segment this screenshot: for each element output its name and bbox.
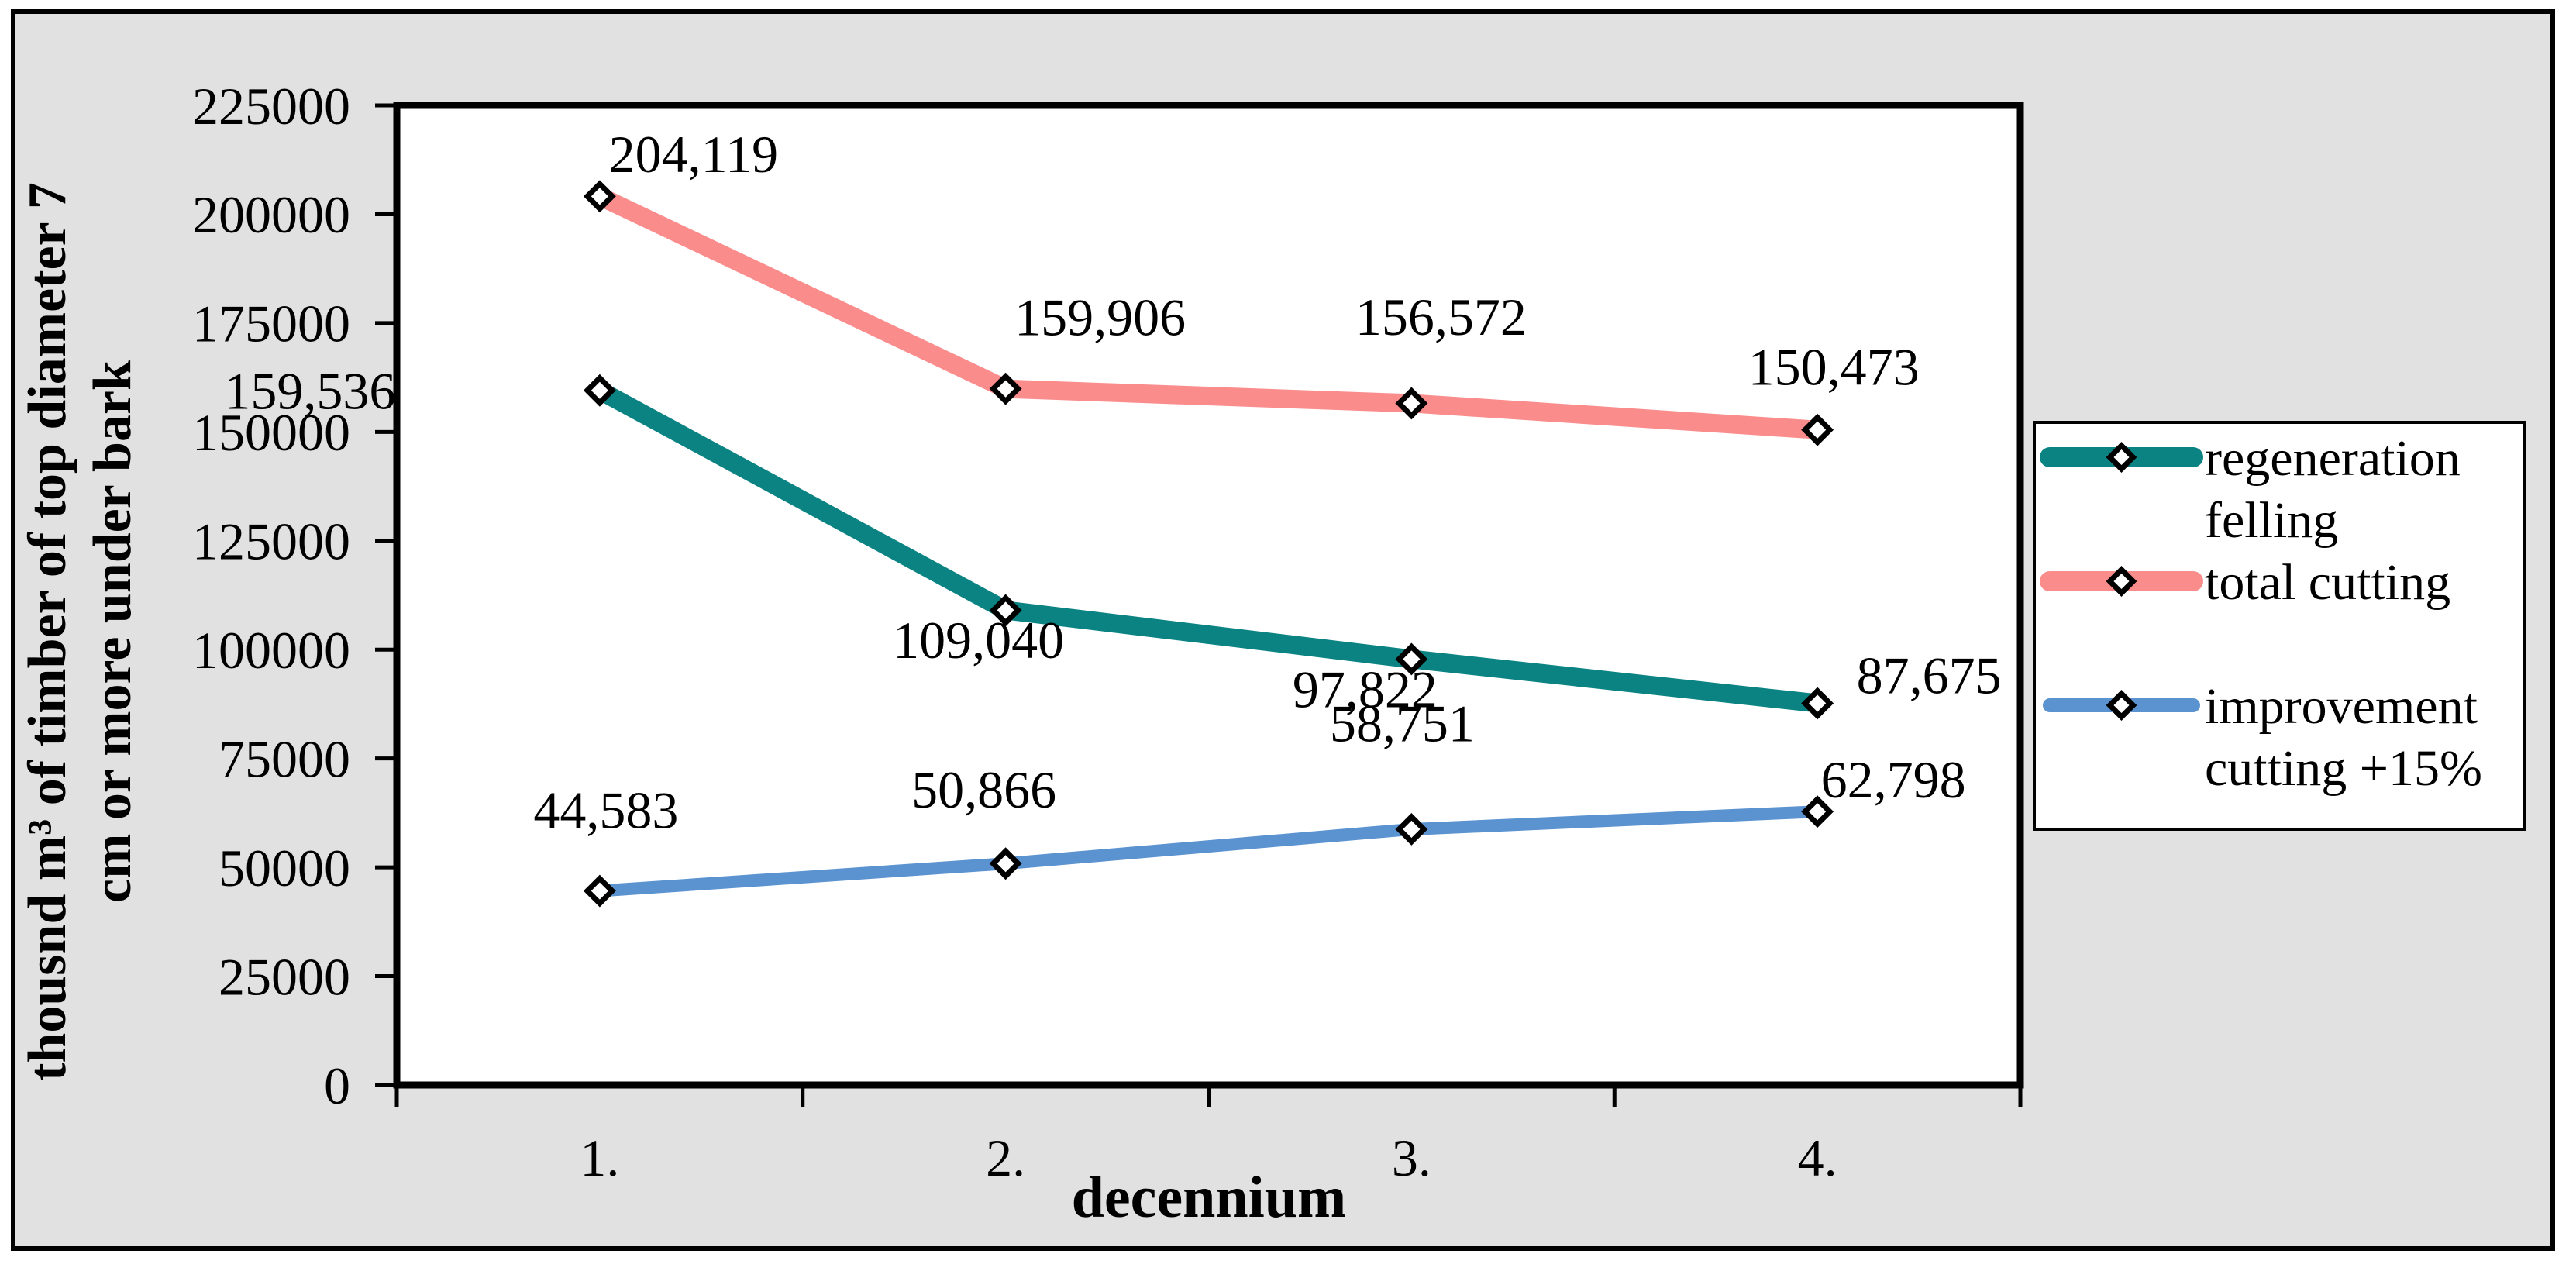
data-label-regeneration-felling: 109,040: [893, 611, 1064, 670]
data-marker-regeneration-felling: [1801, 687, 1834, 720]
data-label-improvement-cutting-15: 44,583: [533, 780, 678, 839]
series-line-improvement-cutting-15: [593, 805, 1824, 897]
legend-swatch-marker: [2106, 442, 2137, 473]
data-label-improvement-cutting-15: 50,866: [911, 760, 1056, 819]
x-axis-category-label: 2.: [986, 1128, 1025, 1187]
legend-entry-label: total cutting: [2205, 554, 2450, 611]
data-marker-improvement-cutting-15: [583, 874, 616, 908]
data-marker-improvement-cutting-15: [1801, 795, 1834, 828]
y-axis-tick-label: 225000: [192, 77, 350, 136]
data-marker-improvement-cutting-15: [989, 847, 1022, 880]
y-axis-tick-label: 50000: [219, 839, 350, 897]
series-line-total-cutting: [590, 187, 1827, 439]
data-marker-regeneration-felling: [1395, 642, 1428, 676]
y-axis-tick-label: 25000: [219, 947, 350, 1006]
legend-entry-label: regeneration: [2205, 430, 2461, 487]
data-marker-regeneration-felling: [583, 374, 616, 407]
legend-entry-label: improvement: [2205, 678, 2478, 735]
data-marker-total-cutting: [989, 372, 1022, 405]
x-axis-category-label: 3.: [1392, 1128, 1431, 1187]
legend-entry-label: felling: [2205, 492, 2338, 549]
series-line-regeneration-felling: [590, 381, 1827, 713]
y-axis-tick-label: 125000: [192, 512, 350, 571]
x-axis-title: decennium: [1072, 1165, 1347, 1230]
y-axis-tick-label: 75000: [219, 729, 350, 788]
y-axis-tick-label: 150000: [192, 403, 350, 462]
data-label-regeneration-felling: 87,675: [1857, 646, 2002, 704]
data-marker-improvement-cutting-15: [1395, 813, 1428, 846]
y-axis-tick-label: 175000: [192, 294, 350, 353]
legend-swatch-marker: [2106, 566, 2137, 597]
legend: [2033, 421, 2526, 831]
y-axis-title: thousnd m³ of timber of top diameter 7 cm…: [18, 182, 143, 1081]
plot-area: [393, 102, 2024, 1089]
data-marker-total-cutting: [1801, 413, 1834, 446]
y-axis-tick-label: 100000: [192, 621, 350, 680]
data-label-total-cutting: 150,473: [1748, 337, 1920, 396]
legend-swatch-marker: [2106, 690, 2137, 721]
data-label-regeneration-felling: 97,822: [1293, 660, 1438, 718]
y-axis-tick-label: 200000: [192, 185, 350, 244]
y-axis-tick-label: 0: [324, 1056, 350, 1115]
data-label-regeneration-felling: 159,536: [224, 362, 395, 421]
data-marker-regeneration-felling: [989, 594, 1022, 627]
data-label-total-cutting: 156,572: [1355, 288, 1527, 346]
data-label-total-cutting: 204,119: [609, 125, 778, 184]
data-label-improvement-cutting-15: 58,751: [1330, 694, 1475, 753]
x-axis-category-label: 1.: [580, 1128, 619, 1187]
data-label-total-cutting: 159,906: [1014, 288, 1186, 346]
data-marker-total-cutting: [1395, 387, 1428, 420]
x-axis-category-label: 4.: [1798, 1128, 1837, 1187]
data-marker-total-cutting: [583, 180, 616, 213]
legend-entry-label: cutting +15%: [2205, 740, 2482, 797]
data-label-improvement-cutting-15: 62,798: [1821, 750, 1966, 809]
